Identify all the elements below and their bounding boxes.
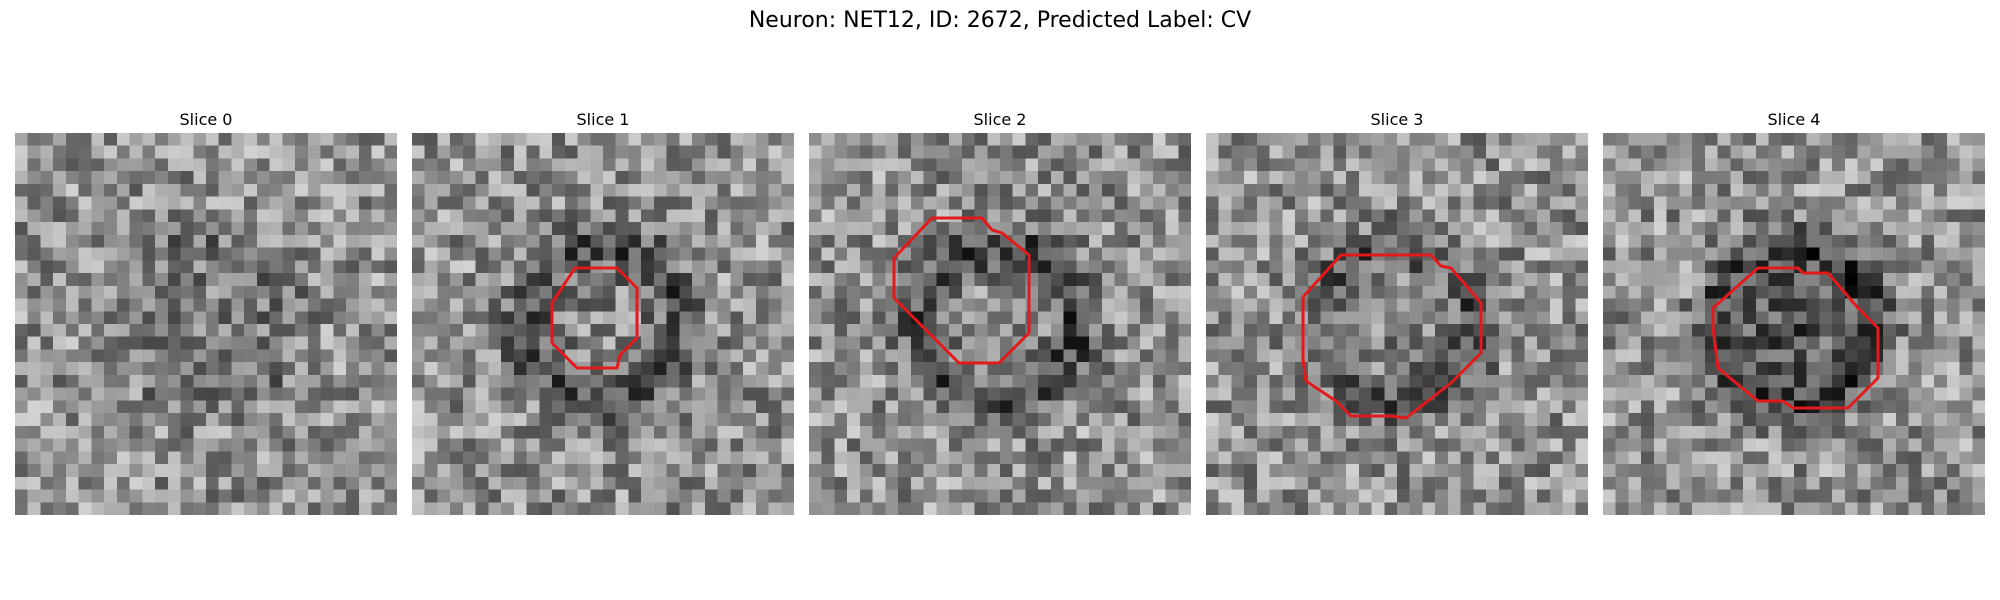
slice-image [412, 133, 794, 515]
roi-contour [1301, 253, 1483, 420]
slice-image [809, 133, 1191, 515]
slice-panel-1: Slice 1 [412, 107, 794, 515]
slice-title: Slice 3 [1370, 110, 1424, 129]
slice-title: Slice 4 [1767, 110, 1821, 129]
slice-image [15, 133, 397, 515]
slice-title: Slice 0 [179, 110, 233, 129]
slice-panel-3: Slice 3 [1206, 107, 1588, 515]
slice-title: Slice 2 [973, 110, 1027, 129]
slice-panel-0: Slice 0 [15, 107, 397, 515]
roi-contour [892, 216, 1031, 365]
slice-image [1603, 133, 1985, 515]
roi-contour [550, 266, 639, 370]
slice-image [1206, 133, 1588, 515]
slice-panel-2: Slice 2 [809, 107, 1191, 515]
slice-title: Slice 1 [576, 110, 630, 129]
figure-title: Neuron: NET12, ID: 2672, Predicted Label… [748, 8, 1252, 33]
roi-contour [1711, 266, 1880, 410]
slice-panel-4: Slice 4 [1603, 107, 1985, 515]
roi-contour [15, 133, 397, 515]
